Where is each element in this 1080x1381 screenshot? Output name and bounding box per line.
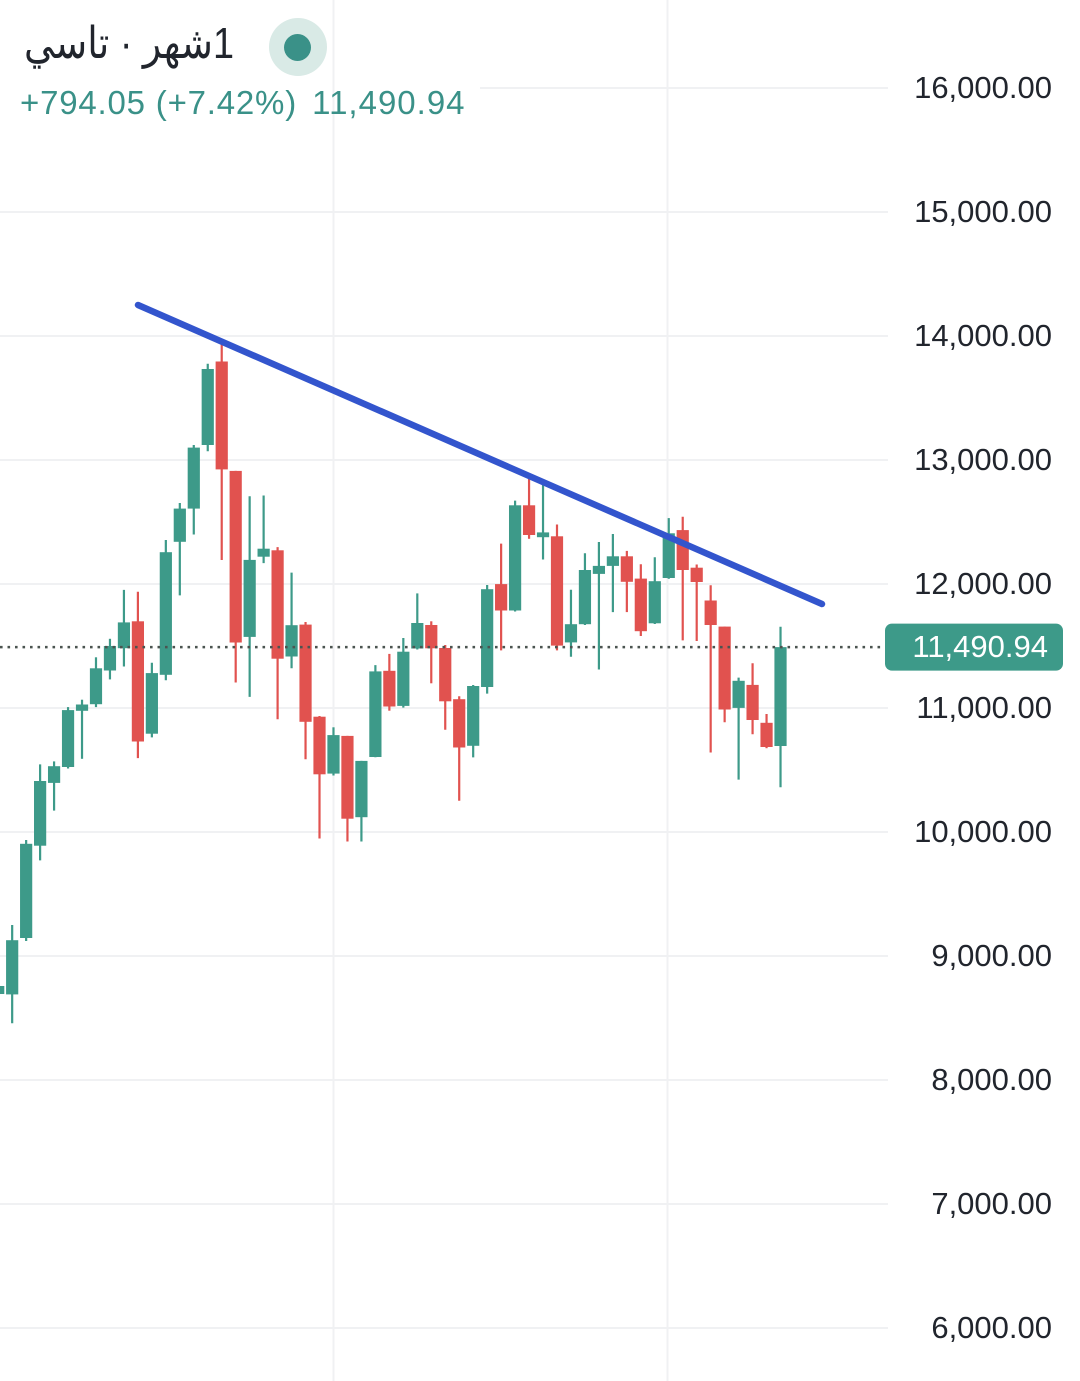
y-axis-label[interactable]: 10,000.00 — [914, 814, 1052, 849]
candle-body-up — [467, 686, 480, 746]
y-axis-label[interactable]: 6,000.00 — [931, 1310, 1052, 1345]
candle-body-up — [774, 647, 787, 747]
candle-body-up — [732, 680, 745, 708]
candle-body-up — [173, 508, 186, 542]
candle-body-up — [564, 624, 578, 643]
candle-body-up — [536, 532, 550, 538]
candle-body-up — [6, 940, 19, 995]
candle-body-up — [201, 368, 214, 445]
price-change: +794.05 (+7.42%) — [20, 84, 297, 121]
candle-body-down — [704, 600, 717, 625]
y-axis-label[interactable]: 9,000.00 — [931, 938, 1052, 973]
candle-body-down — [495, 584, 508, 611]
candle-body-down — [271, 550, 284, 659]
current-price-label: 11,490.94 — [912, 629, 1048, 664]
candle-body-up — [578, 570, 592, 625]
candle-body-up — [103, 646, 117, 671]
candle-body-up — [34, 780, 47, 846]
candle-body-up — [285, 625, 298, 657]
candle-body-down — [676, 530, 689, 571]
candle-body-down — [690, 567, 703, 583]
candle-body-up — [327, 735, 340, 774]
candle-body-up — [257, 548, 270, 557]
candle-body-up — [397, 651, 410, 706]
candle-body-down — [229, 470, 242, 643]
candle-body-down — [746, 684, 759, 721]
candle-body-up — [355, 760, 368, 818]
last-price: 11,490.94 — [312, 84, 466, 121]
candle-body-up — [75, 704, 89, 711]
candle-body-down — [760, 722, 773, 747]
candle-body-up — [662, 533, 675, 578]
candle-body-down — [383, 670, 396, 707]
change-row: +794.05 (+7.42%) 11,490.94 — [20, 86, 466, 119]
title-row: 1شهر · تاسي — [24, 22, 268, 66]
candle-body-down — [131, 621, 144, 742]
candle-body-up — [61, 710, 75, 767]
y-axis-label[interactable]: 14,000.00 — [914, 318, 1052, 353]
candle-body-down — [634, 578, 647, 632]
y-axis-label[interactable]: 7,000.00 — [931, 1186, 1052, 1221]
candle-body-down — [522, 505, 536, 535]
trendline-drawing[interactable] — [134, 301, 826, 608]
candle-body-up — [20, 843, 33, 938]
candle-body-up — [187, 447, 200, 509]
candle-body-up — [0, 985, 5, 995]
candle-body-down — [299, 624, 312, 722]
candle-body-up — [606, 556, 619, 566]
candle-body-down — [425, 624, 438, 649]
candle-body-up — [648, 581, 661, 624]
candle-body-up — [159, 552, 172, 675]
symbol-interval-title[interactable]: 1شهر · تاسي — [24, 19, 235, 68]
candle-body-down — [620, 556, 633, 582]
candle-body-up — [47, 766, 61, 783]
y-axis-label[interactable]: 13,000.00 — [914, 442, 1052, 477]
status-dot-icon — [284, 33, 311, 61]
candle-body-up — [411, 622, 424, 649]
candle-body-down — [718, 626, 731, 710]
y-axis-label[interactable]: 11,000.00 — [916, 690, 1052, 725]
current-price-label-box — [885, 623, 1063, 671]
y-axis-label[interactable]: 15,000.00 — [914, 194, 1052, 229]
candle-body-up — [508, 505, 522, 611]
candle-body-down — [550, 536, 564, 646]
candle-body-up — [243, 559, 256, 637]
candle-body-up — [145, 673, 158, 734]
candle-body-up — [89, 668, 103, 705]
candle-body-down — [439, 647, 452, 702]
candle-body-down — [215, 361, 228, 470]
candle-body-up — [481, 589, 494, 687]
candle-body-up — [117, 622, 131, 649]
market-status-icon[interactable] — [268, 18, 327, 76]
candle-body-up — [369, 671, 382, 758]
y-axis-label[interactable]: 12,000.00 — [914, 566, 1052, 601]
candle-body-up — [592, 565, 606, 574]
candle-body-down — [341, 735, 354, 819]
candle-body-down — [453, 699, 466, 748]
y-axis-label[interactable]: 16,000.00 — [914, 70, 1052, 105]
y-axis-label[interactable]: 8,000.00 — [931, 1062, 1052, 1097]
candle-body-down — [313, 716, 326, 775]
